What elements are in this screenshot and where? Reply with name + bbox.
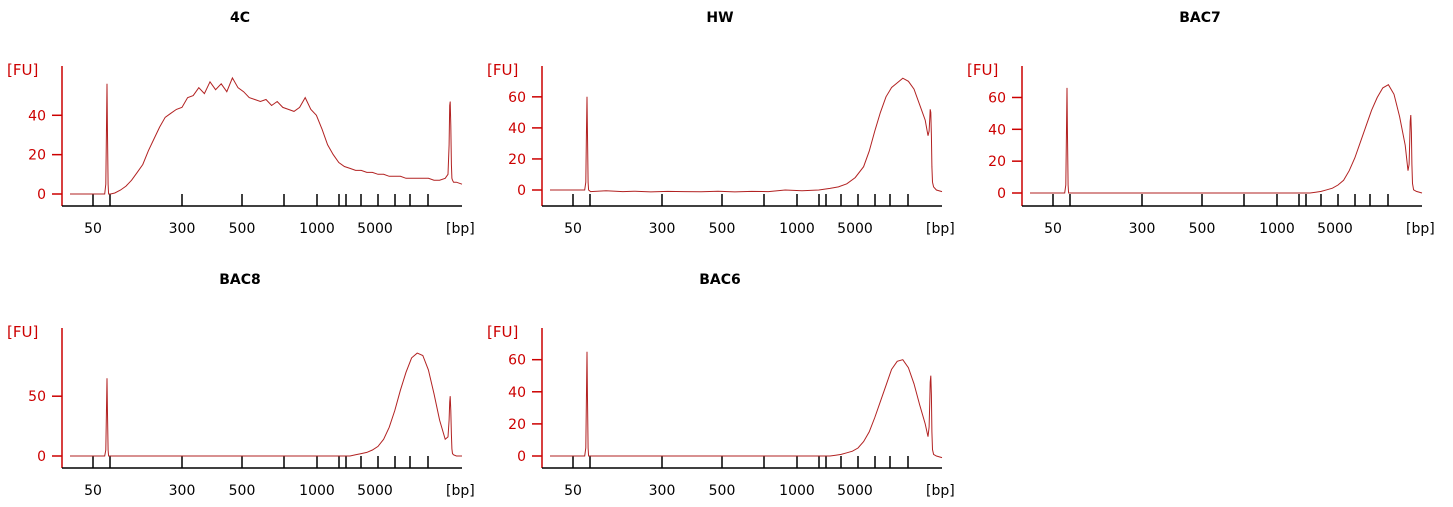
x-tick-label: 500 [229, 483, 256, 499]
y-tick-label: 20 [28, 148, 46, 164]
panel-bac7: BAC7 [FU] 0 20 40 60 50 300 500 1000 5000 [bp] [967, 10, 1435, 237]
y-tick-label: 0 [997, 186, 1006, 202]
x-tick-label: 300 [649, 483, 676, 499]
signal-trace [550, 351, 943, 459]
y-tick-label: 20 [988, 154, 1006, 170]
y-axis-label: [FU] [487, 323, 518, 341]
y-tick-label: 40 [508, 385, 526, 401]
panel-bac6: BAC6 [FU] 0 20 40 60 50 300 500 1000 5000 [bp] [487, 272, 955, 499]
x-tick-label: 50 [84, 483, 102, 499]
x-tick-label: 1000 [299, 221, 335, 237]
x-tick-label: 50 [564, 483, 582, 499]
y-tick-label: 20 [508, 152, 526, 168]
y-tick-label: 0 [37, 187, 46, 203]
x-tick-label: 500 [229, 221, 256, 237]
x-tick-label: 500 [1189, 221, 1216, 237]
y-tick-label: 0 [517, 449, 526, 465]
y-tick-label: 40 [508, 121, 526, 137]
signal-trace [550, 77, 943, 193]
x-axis-unit-label: [bp] [926, 483, 955, 499]
x-axis-unit-label: [bp] [1406, 221, 1435, 237]
y-tick-label: 40 [28, 108, 46, 124]
y-tick-label: 0 [517, 183, 526, 199]
x-tick-label: 5000 [837, 221, 873, 237]
x-axis-unit-label: [bp] [446, 221, 475, 237]
x-tick-label: 1000 [779, 483, 815, 499]
x-axis-unit-label: [bp] [446, 483, 475, 499]
panel-title: BAC6 [699, 272, 741, 288]
y-tick-label: 60 [988, 90, 1006, 106]
x-tick-label: 500 [709, 483, 736, 499]
y-axis-label: [FU] [967, 61, 998, 79]
y-tick-label: 50 [28, 389, 46, 405]
x-tick-label: 300 [169, 483, 196, 499]
x-tick-label: 5000 [1317, 221, 1353, 237]
x-tick-label: 50 [1044, 221, 1062, 237]
panel-title: HW [706, 10, 733, 26]
signal-trace [70, 352, 462, 457]
y-tick-label: 20 [508, 417, 526, 433]
x-tick-label: 5000 [357, 221, 393, 237]
y-tick-label: 60 [508, 90, 526, 106]
x-tick-label: 300 [169, 221, 196, 237]
panel-hw: HW [FU] 0 20 40 60 50 300 500 1000 5000 [bp] [487, 10, 955, 237]
y-tick-label: 0 [37, 449, 46, 465]
panel-bac8: BAC8 [FU] 0 50 50 300 500 1000 5000 [bp] [7, 272, 475, 499]
x-tick-label: 5000 [357, 483, 393, 499]
y-tick-label: 60 [508, 353, 526, 369]
y-axis-label: [FU] [487, 61, 518, 79]
signal-trace [70, 76, 463, 195]
panel-title: BAC7 [1179, 10, 1221, 26]
y-axis-label: [FU] [7, 323, 38, 341]
x-tick-label: 50 [84, 221, 102, 237]
panel-title: 4C [230, 10, 250, 26]
x-tick-label: 1000 [779, 221, 815, 237]
x-tick-label: 1000 [1259, 221, 1295, 237]
x-tick-label: 300 [649, 221, 676, 237]
x-tick-label: 300 [1129, 221, 1156, 237]
x-tick-label: 500 [709, 221, 736, 237]
signal-trace [1030, 84, 1423, 194]
panel-title: BAC8 [219, 272, 261, 288]
panel-4c: 4C [FU] 0 20 40 50 300 500 1000 5000 [bp] [7, 10, 475, 237]
x-tick-label: 50 [564, 221, 582, 237]
x-tick-label: 5000 [837, 483, 873, 499]
x-axis-unit-label: [bp] [926, 221, 955, 237]
y-tick-label: 40 [988, 122, 1006, 138]
y-axis-label: [FU] [7, 61, 38, 79]
x-tick-label: 1000 [299, 483, 335, 499]
